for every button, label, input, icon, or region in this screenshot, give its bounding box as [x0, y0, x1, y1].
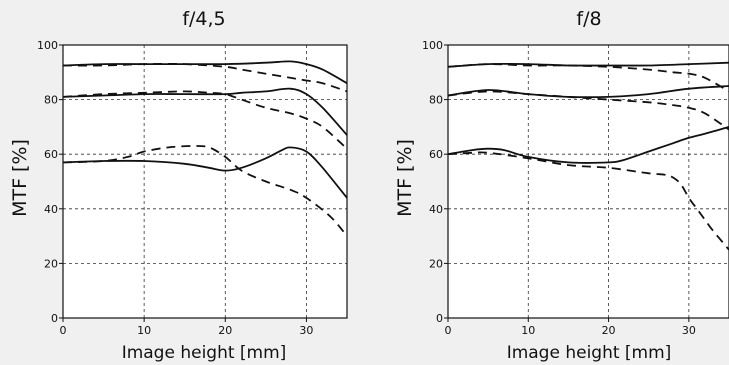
y-tick-label: 80: [44, 94, 58, 107]
y-tick-label: 20: [429, 257, 443, 270]
x-axis-label: Image height [mm]: [507, 343, 672, 363]
x-tick-label: 0: [60, 324, 67, 337]
x-tick-label: 20: [218, 324, 232, 337]
plot-background: [448, 45, 729, 318]
y-tick-label: 60: [429, 148, 443, 161]
series-line-solid: [63, 146, 347, 199]
y-tick-label: 40: [429, 203, 443, 216]
series-line-solid: [63, 87, 347, 136]
x-tick-label: 10: [521, 324, 535, 337]
series-line-dashed: [448, 90, 729, 131]
series-line-solid: [448, 85, 729, 99]
series-line-dashed: [448, 151, 729, 251]
x-tick-label: 10: [137, 324, 151, 337]
plot-area: 0 20 40 60 80 100 0 10 20 30: [37, 39, 348, 337]
series-line-dashed: [448, 63, 729, 93]
y-tick-label: 100: [422, 39, 443, 52]
y-tick-label: 20: [44, 257, 58, 270]
x-axis-label: Image height [mm]: [122, 343, 287, 363]
x-tick-label: 30: [682, 324, 696, 337]
chart-title: f/8: [576, 8, 601, 30]
y-tick-label: 100: [37, 39, 58, 52]
y-tick-label: 60: [44, 148, 58, 161]
chart-f8: f/8 MTF [%] Image height [mm] 0 20 40 60 80 1…: [394, 8, 729, 363]
series-line-dashed: [63, 90, 347, 150]
chart-f45: f/4,5 MTF [%] Image height [mm] 0 20 40 60 8…: [9, 8, 348, 363]
chart-title: f/4,5: [182, 8, 225, 30]
series-line-solid: [448, 126, 729, 164]
plot-frame: [62, 44, 348, 319]
y-tick-label: 0: [436, 312, 443, 325]
y-axis-label: MTF [%]: [9, 139, 31, 217]
x-tick-label: 0: [445, 324, 452, 337]
series-line-dashed: [63, 145, 347, 237]
y-axis-label: MTF [%]: [394, 139, 416, 217]
x-tick-label: 30: [299, 324, 313, 337]
plot-frame: [447, 44, 729, 319]
plot-area: 0 20 40 60 80 100 0 10 20 30: [422, 39, 729, 337]
y-tick-label: 0: [51, 312, 58, 325]
y-tick-label: 80: [429, 94, 443, 107]
x-tick-label: 20: [602, 324, 616, 337]
y-tick-label: 40: [44, 203, 58, 216]
plot-background: [63, 45, 347, 318]
